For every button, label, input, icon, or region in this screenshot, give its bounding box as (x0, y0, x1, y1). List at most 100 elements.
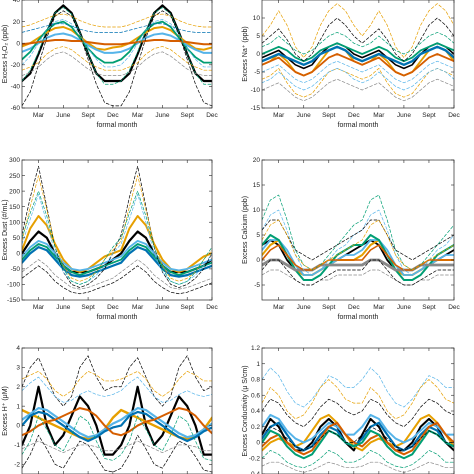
y-tick-label: -0.2 (249, 455, 261, 462)
y-tick-label: -150 (7, 297, 20, 304)
y-tick-label: -40 (11, 84, 21, 91)
series-line-dashed-8 (22, 370, 212, 397)
x-tick-label: Mar (273, 304, 285, 311)
series-line-dashed-8 (22, 46, 212, 71)
plot-area (22, 0, 212, 108)
y-axis-label: Excess Conductivity (μ S/cm) (242, 365, 249, 456)
y-tick-label: 10 (253, 15, 261, 22)
x-tick-label: Dec (348, 304, 360, 311)
y-tick-label: -1 (14, 442, 20, 449)
series-line-dashed-11 (22, 265, 212, 295)
axes-frame (21, 0, 213, 109)
series-line-3 (22, 239, 212, 272)
x-axis-label: formal month (97, 122, 138, 129)
x-tick-label: Dec (206, 304, 218, 311)
series-line-dashed-6 (22, 355, 212, 407)
x-tick-label: Sept (422, 304, 436, 311)
panel-1: -60 -40 -20 0 20 40 Mar June Sept Dec Mar June Sept D… (2, 0, 219, 129)
y-tick-label: -10 (251, 87, 261, 94)
series-line-3 (262, 413, 454, 444)
y-axis-label: Excess H⁺ (μM) (2, 386, 9, 436)
series-line-dashed-7 (22, 376, 212, 403)
y-tick-label: 0 (16, 40, 20, 47)
plot-area (22, 348, 212, 474)
series-line-dashed-11 (262, 269, 454, 286)
x-tick-label: Sept (81, 304, 95, 311)
y-tick-label: 0 (256, 440, 260, 447)
x-tick-label: Dec (348, 112, 360, 119)
x-tick-label: June (297, 112, 311, 119)
axes-frame (261, 159, 455, 301)
x-tick-label: Mar (273, 112, 285, 119)
y-tick-label: 100 (9, 219, 20, 226)
series-line-dashed-8 (262, 68, 454, 98)
y-tick-label: 20 (253, 157, 261, 164)
series-line-dashed-12 (262, 426, 454, 451)
series-line-dashed-10 (262, 32, 454, 55)
series-line-dashed-8 (262, 398, 454, 428)
series-group (22, 355, 212, 473)
x-tick-label: Sept (181, 304, 195, 311)
x-tick-label: Dec (448, 304, 460, 311)
series-line-dashed-7 (262, 194, 454, 271)
y-axis-label: Excess Dust (#/mL) (2, 199, 9, 260)
y-tick-label: 2 (16, 384, 20, 391)
x-tick-label: Mar (33, 304, 45, 311)
y-tick-label: 150 (9, 204, 20, 211)
y-tick-label: -5 (254, 69, 260, 76)
series-line-4 (262, 42, 454, 63)
x-tick-label: June (155, 304, 169, 311)
x-tick-label: June (56, 304, 70, 311)
y-tick-label: 15 (253, 182, 261, 189)
y-tick-label: 1 (256, 361, 260, 368)
series-line-dashed-10 (262, 450, 454, 469)
x-axis-label: formal month (97, 314, 138, 321)
series-line-dashed-12 (262, 259, 454, 286)
y-tick-label: 300 (9, 157, 20, 164)
panel-4: -5 0 5 10 15 20 Mar June Sept Dec Mar June Sept Dec fo… (242, 157, 461, 321)
y-axis-label: Excess Na⁺ (ppb) (242, 26, 249, 81)
x-tick-label: June (297, 304, 311, 311)
series-line-dashed-12 (262, 78, 454, 102)
x-tick-label: Sept (322, 112, 336, 119)
series-group (262, 3, 454, 102)
y-tick-label: 250 (9, 173, 20, 180)
series-line-5 (262, 53, 454, 77)
x-tick-label: Dec (107, 112, 119, 119)
series-group (262, 367, 454, 473)
series-line-3 (22, 406, 212, 439)
x-tick-label: Mar (33, 112, 45, 119)
series-line-dashed-10 (22, 434, 212, 473)
y-tick-label: 0.6 (251, 392, 260, 399)
x-tick-label: Sept (322, 304, 336, 311)
series-line-dashed-7 (22, 13, 212, 28)
series-line-5 (22, 246, 212, 278)
y-tick-label: 0.2 (251, 424, 260, 431)
y-tick-label: -2 (14, 462, 20, 469)
y-tick-label: -5 (254, 282, 260, 289)
x-tick-label: Dec (107, 304, 119, 311)
y-axis-label: Excess H₂O₂ (ppb) (2, 25, 9, 84)
x-tick-label: June (397, 304, 411, 311)
series-line-dashed-12 (22, 51, 212, 76)
x-tick-label: June (56, 112, 70, 119)
series-line-dashed-6 (262, 17, 454, 62)
series-line-dashed-11 (22, 23, 212, 33)
y-tick-label: -50 (11, 266, 21, 273)
series-line-dashed-10 (262, 219, 454, 271)
series-line-dashed-10 (22, 259, 212, 290)
y-tick-label: 0 (16, 423, 20, 430)
plot-area (262, 160, 454, 300)
panel-5: -2-101234MarJuneSeptDecMarJuneSeptDecExc… (2, 345, 213, 474)
x-tick-label: Sept (422, 112, 436, 119)
x-tick-label: Mar (132, 304, 144, 311)
y-tick-label: 5 (256, 232, 260, 239)
series-line-3 (262, 45, 454, 67)
series-line-dashed-9 (22, 415, 212, 461)
x-tick-label: Mar (373, 112, 385, 119)
panel-2: -15 -10 -5 0 5 10 Mar June Sept Dec Mar June Sept Dec… (242, 0, 461, 129)
series-line-dashed-6 (22, 10, 212, 107)
x-tick-label: June (397, 112, 411, 119)
series-line-6 (262, 429, 454, 460)
